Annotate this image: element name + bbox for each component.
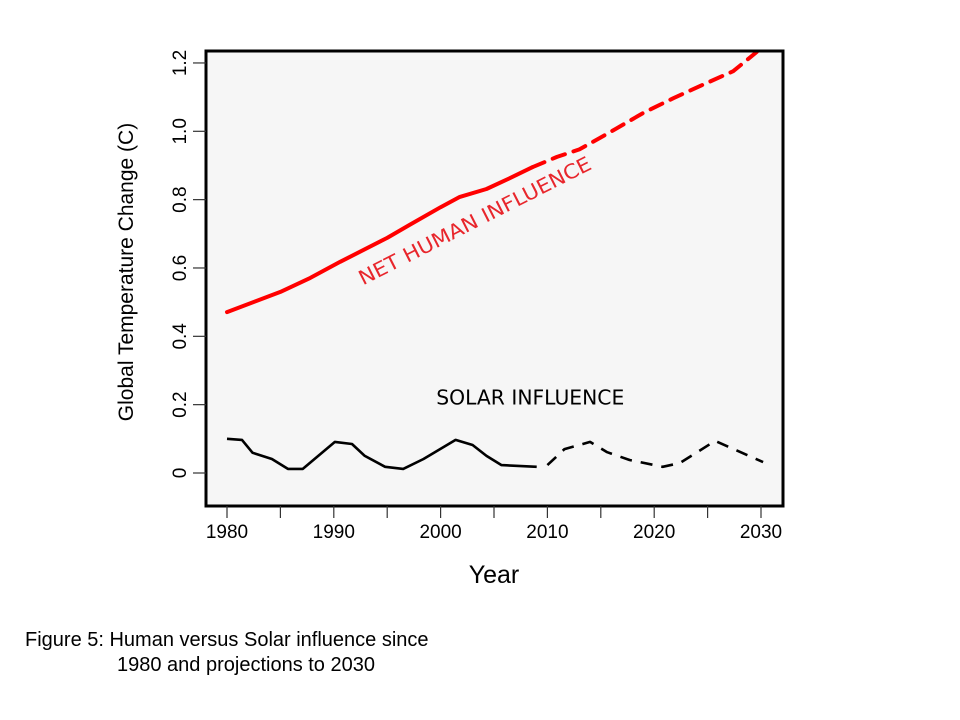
x-tick-label: 2030: [740, 522, 782, 543]
figure-caption-line-1: Figure 5: Human versus Solar influence s…: [25, 629, 429, 651]
series-layer: [225, 51, 764, 471]
y-axis: 0 0.2 0.4 0.6 0.8 1.0 1.2: [170, 50, 206, 479]
series-line-solar-solid: [226, 437, 537, 471]
x-tick-label: 2010: [526, 522, 568, 543]
y-tick-label: 1.2: [170, 50, 191, 76]
x-tick-label: 1980: [206, 522, 248, 543]
annotation-solar-influence: SOLAR INFLUENCE: [436, 386, 624, 410]
y-tick-label: 0: [170, 468, 191, 479]
x-tick-label: 2000: [419, 522, 461, 543]
y-tick-label: 0.2: [170, 391, 191, 417]
x-tick-label: 2020: [633, 522, 675, 543]
series-line-human-solid: [225, 165, 535, 315]
y-tick-label: 0.8: [170, 186, 191, 212]
x-tick-label: 1990: [313, 522, 355, 543]
figure-caption-line-2: 1980 and projections to 2030: [117, 654, 375, 676]
y-tick-label: 0.4: [170, 323, 191, 350]
plot-area: [206, 51, 783, 506]
y-axis-label: Global Temperature Change (C): [115, 123, 138, 421]
x-axis: 1980 1990 2000 2010 2020 2030: [206, 506, 782, 543]
series-line-solar-dashed: [546, 439, 764, 469]
series-line-human-dashed: [530, 51, 759, 170]
y-tick-label: 0.6: [170, 255, 191, 281]
y-tick-label: 1.0: [170, 118, 191, 144]
x-axis-label: Year: [469, 561, 520, 589]
